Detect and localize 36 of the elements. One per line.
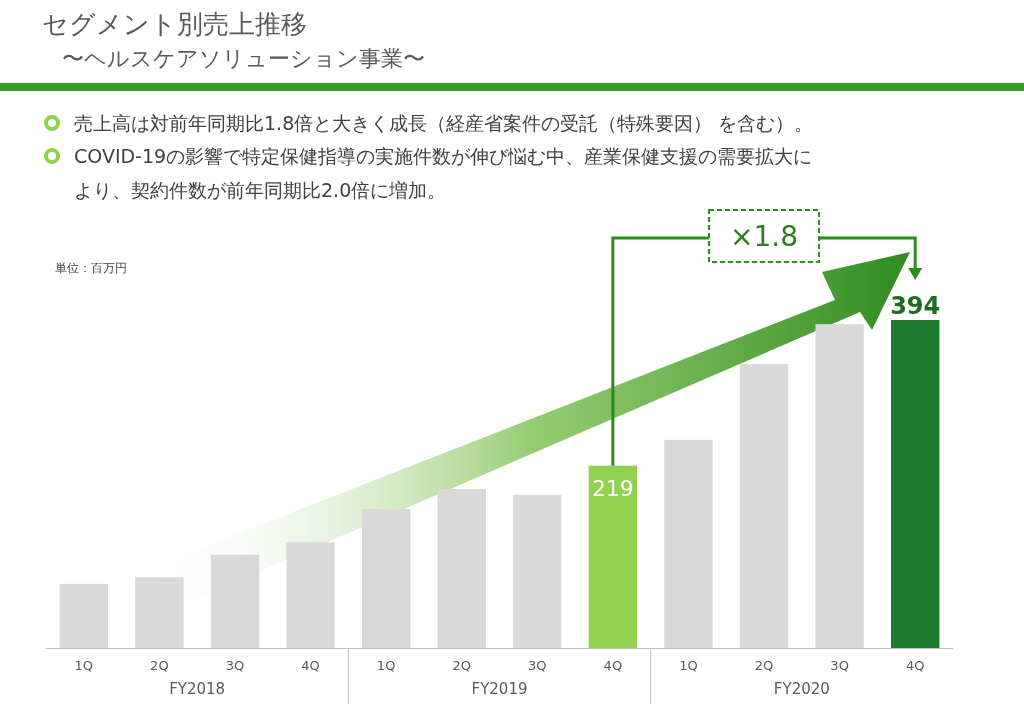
bar [361, 508, 411, 648]
x-tick-label: 2Q [150, 658, 169, 673]
x-tick-label: 4Q [603, 658, 623, 673]
x-tick-label: 1Q [376, 658, 396, 673]
text: FY2019 [471, 680, 528, 698]
text: 売上高は対前年同期比1.8倍と大きく成長（経産省案件の受託（特殊要因） を含む）。 [74, 112, 814, 134]
x-tick-label: 4Q [301, 658, 320, 673]
x-tick-label: 3Q [830, 658, 849, 673]
bar [891, 320, 940, 648]
text: COVID-19の影響で特定保健指導の実施件数が伸び悩む中、産業保健支援の需要拡大に [74, 145, 813, 167]
text: ×1.8 [730, 220, 799, 253]
bar [815, 324, 864, 648]
x-tick-label: 1Q [679, 658, 698, 673]
x-tick-label: 4Q [905, 658, 925, 673]
x-tick-label: 3Q [225, 658, 245, 673]
bar [59, 583, 108, 648]
x-tick-label: 3Q [528, 658, 547, 673]
x-tick-label: 1Q [74, 658, 94, 673]
text: FY2020 [773, 680, 830, 698]
text: より、契約件数が前年同期比2.0倍に増加。 [74, 179, 447, 201]
x-tick-label: 2Q [452, 658, 471, 673]
bar [286, 542, 335, 648]
data-label: 394 [890, 292, 941, 320]
bar [210, 554, 260, 648]
text: 単位：百万円 [55, 261, 127, 275]
bar [135, 577, 184, 648]
chart-subtitle: 〜ヘルスケアソリューション事業〜 [62, 46, 425, 71]
bar [437, 489, 486, 648]
bar [513, 494, 562, 648]
text: FY2018 [169, 680, 226, 698]
chart-title: セグメント別売上推移 [42, 9, 307, 39]
x-tick-label: 2Q [754, 658, 774, 673]
bar [664, 439, 713, 648]
bar [739, 364, 789, 648]
data-label: 219 [591, 475, 634, 501]
bar [588, 465, 638, 648]
